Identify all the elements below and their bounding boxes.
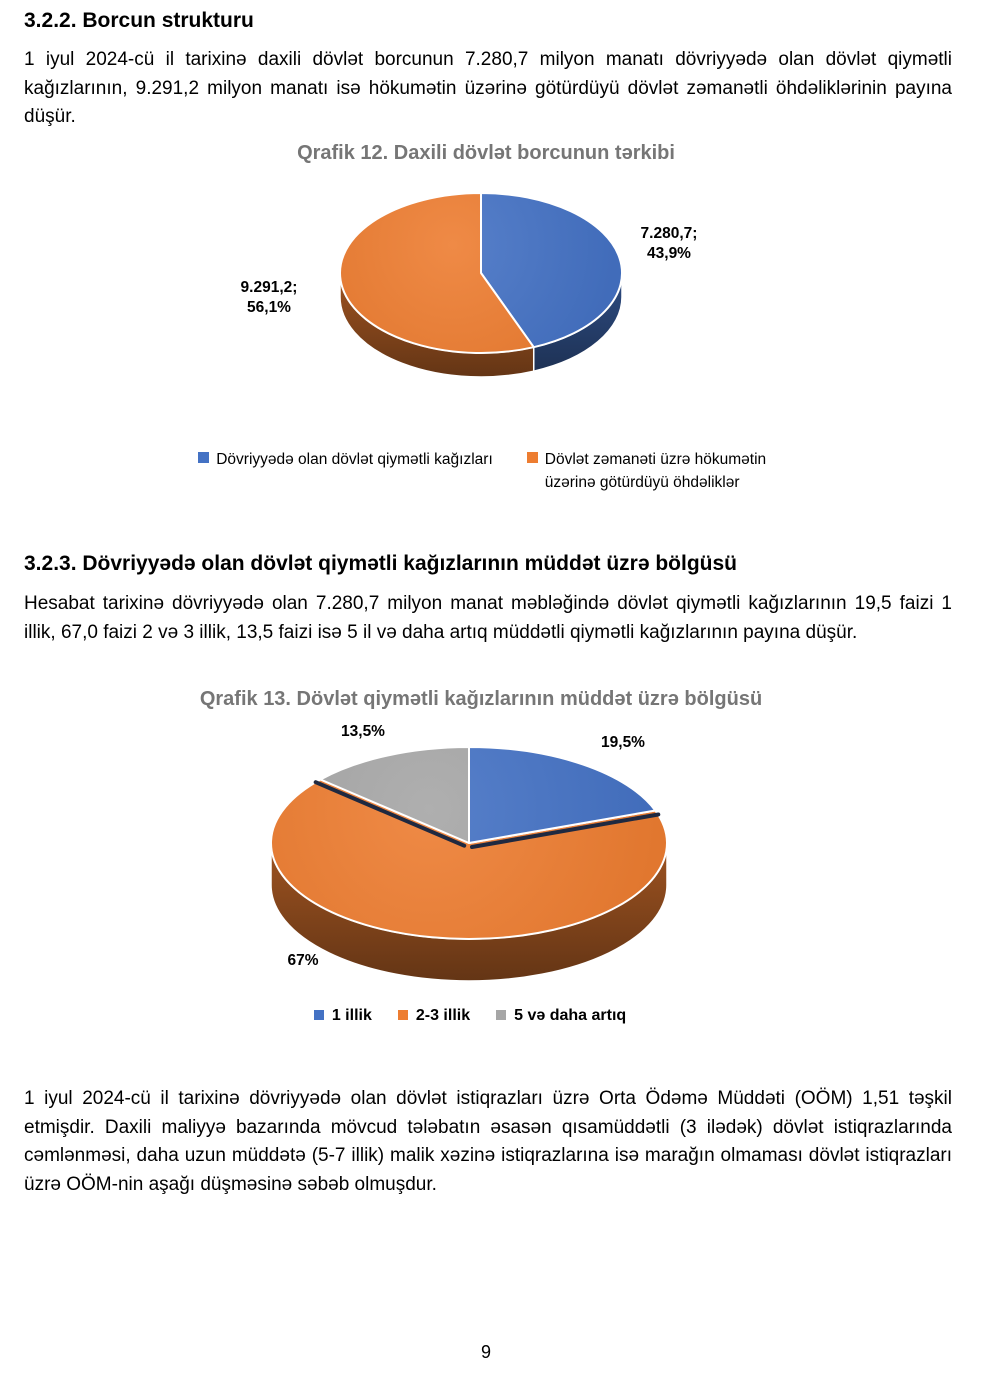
chart-12-title: Qrafik 12. Daxili dövlət borcunun tərkib… <box>297 142 675 164</box>
pie-slice <box>339 192 535 354</box>
page-number: 9 <box>480 1342 491 1362</box>
closing-paragraph: 1 iyul 2024-cü il tarixinə dövriyyədə ol… <box>24 1088 952 1195</box>
pie-slice <box>319 746 470 844</box>
legend-color-swatch <box>496 1010 507 1020</box>
pie-data-label-line: 67% <box>287 952 319 969</box>
pie-data-label-line: 19,5% <box>601 734 645 751</box>
chart-13-title: Qrafik 13. Dövlət qiymətli kağızlarının … <box>199 688 763 710</box>
pie-slice-edge-shadow <box>470 812 661 849</box>
legend-item-label: 2-3 illik <box>415 1007 471 1024</box>
pie-data-label-line: 9.291,2; <box>240 279 298 296</box>
legend-item: 1 illik <box>313 1006 372 1026</box>
legend-item: Dövlət zəmanəti üzrə hökumətin üzərinə g… <box>526 448 792 494</box>
pie-slice <box>270 778 668 940</box>
pie-data-label-line: 56,1% <box>247 299 291 316</box>
pie-data-label: 9.291,2; 56,1% <box>199 278 339 318</box>
section-paragraph-322: 1 iyul 2024-cü il tarixinə daxili dövlət… <box>24 49 952 127</box>
pie-data-label: 19,5% <box>573 733 673 753</box>
pie-data-label-line: 7.280,7; <box>640 225 698 242</box>
pie-data-label-line: 13,5% <box>341 723 385 740</box>
pie-chart-12 <box>339 192 624 378</box>
legend-item: Dövriyyədə olan dövlət qiymətli kağızlar… <box>198 448 493 494</box>
legend-item: 2-3 illik <box>397 1006 471 1026</box>
legend-item-label: Dövlət zəmanəti üzrə hökumətin üzərinə g… <box>544 451 767 491</box>
section-heading-323: 3.2.3. Dövriyyədə olan dövlət qiymətli k… <box>24 552 737 575</box>
chart-12-legend: Dövriyyədə olan dövlət qiymətli kağızlar… <box>0 448 1000 494</box>
legend-color-swatch <box>198 452 210 463</box>
pie-data-label: 67% <box>253 951 353 971</box>
pie-data-label-line: 43,9% <box>647 245 691 262</box>
pie-data-label: 13,5% <box>313 722 413 742</box>
legend-color-swatch <box>397 1010 408 1020</box>
pie-slice <box>480 192 624 349</box>
chart-13-legend: 1 illik 2-3 illik 5 və daha artıq <box>180 1006 760 1026</box>
legend-color-swatch <box>313 1010 324 1020</box>
legend-item: 5 və daha artıq <box>496 1006 626 1026</box>
pie-data-label: 7.280,7; 43,9% <box>599 224 739 264</box>
legend-item-label: Dövriyyədə olan dövlət qiymətli kağızlar… <box>216 451 493 468</box>
section-heading-322: 3.2.2. Borcun strukturu <box>24 9 254 32</box>
pie-chart-13 <box>270 746 668 982</box>
legend-color-swatch <box>526 452 538 463</box>
section-paragraph-323: Hesabat tarixinə dövriyyədə olan 7.280,7… <box>24 593 952 643</box>
legend-item-label: 5 və daha artıq <box>514 1007 627 1024</box>
legend-item-label: 1 illik <box>331 1007 372 1024</box>
pie-slice-edge-shadow <box>313 780 467 848</box>
pie-slice <box>468 746 657 844</box>
